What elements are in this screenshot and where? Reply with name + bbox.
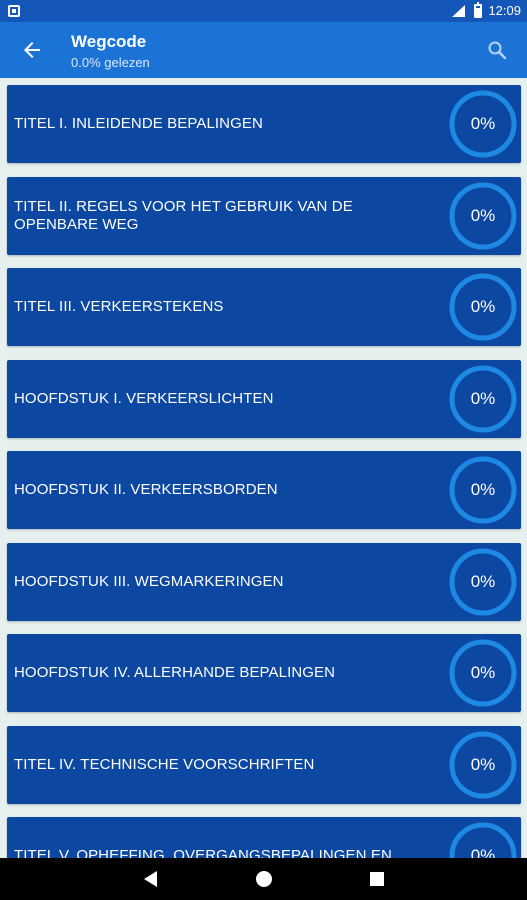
progress-percentage: 0%	[470, 571, 496, 591]
nav-back-icon[interactable]	[144, 871, 157, 887]
progress-ring: 0%	[448, 821, 518, 858]
chapter-item[interactable]: TITEL IV. TECHNISCHE VOORSCHRIFTEN 0%	[7, 725, 521, 804]
chapter-list: TITEL I. INLEIDENDE BEPALINGEN 0% TITEL II…	[0, 78, 527, 858]
progress-ring: 0%	[448, 364, 518, 434]
chapter-title: HOOFDSTUK II. VERKEERSBORDEN	[14, 481, 278, 498]
progress-percentage: 0%	[470, 205, 496, 225]
signal-icon	[452, 5, 465, 17]
chapter-item[interactable]: TITEL V. OPHEFFING, OVERGANGSBEPALINGEN …	[7, 817, 521, 858]
progress-percentage: 0%	[470, 754, 496, 774]
status-bar: 12:09	[0, 0, 527, 22]
chapter-title: TITEL II. REGELS VOOR HET GEBRUIK VAN DE…	[14, 197, 353, 233]
chapter-title: HOOFDSTUK III. WEGMARKERINGEN	[14, 572, 284, 590]
search-button[interactable]	[481, 34, 513, 66]
chapter-item[interactable]: HOOFDSTUK I. VERKEERSLICHTEN 0%	[7, 359, 521, 438]
page-title: Wegcode	[71, 32, 147, 51]
progress-ring: 0%	[448, 89, 518, 159]
chapter-title: TITEL I. INLEIDENDE BEPALINGEN	[14, 115, 263, 132]
chapter-item[interactable]: TITEL I. INLEIDENDE BEPALINGEN 0%	[7, 85, 521, 163]
notification-icon	[8, 5, 20, 17]
search-icon	[488, 41, 507, 60]
chapter-title: HOOFDSTUK I. VERKEERSLICHTEN	[14, 389, 274, 407]
progress-ring: 0%	[448, 730, 518, 800]
page-subtitle: 0.0% gelezen	[71, 55, 150, 70]
battery-icon	[474, 2, 482, 18]
progress-ring: 0%	[448, 272, 518, 342]
chapter-title: TITEL III. VERKEERSTEKENS	[14, 298, 224, 315]
chapter-item[interactable]: HOOFDSTUK IV. ALLERHANDE BEPALINGEN 0%	[7, 634, 521, 712]
nav-recents-icon[interactable]	[370, 872, 384, 886]
chapter-title: HOOFDSTUK IV. ALLERHANDE BEPALINGEN	[14, 664, 336, 681]
navigation-bar	[0, 858, 527, 900]
nav-home-icon[interactable]	[256, 871, 272, 887]
progress-ring: 0%	[448, 638, 518, 708]
app-bar: Wegcode 0.0% gelezen	[0, 22, 527, 78]
progress-percentage: 0%	[470, 846, 496, 858]
progress-ring: 0%	[448, 181, 518, 251]
progress-percentage: 0%	[470, 297, 496, 316]
progress-percentage: 0%	[470, 480, 496, 499]
chapter-title: TITEL IV. TECHNISCHE VOORSCHRIFTEN	[14, 755, 315, 773]
chapter-title: TITEL V. OPHEFFING, OVERGANGSBEPALINGEN …	[14, 847, 392, 858]
chapter-item[interactable]: HOOFDSTUK III. WEGMARKERINGEN 0%	[7, 542, 521, 621]
arrow-back-icon	[24, 42, 40, 58]
chapter-item[interactable]: TITEL II. REGELS VOOR HET GEBRUIK VAN DE…	[7, 176, 521, 255]
chapter-item[interactable]: HOOFDSTUK II. VERKEERSBORDEN 0%	[7, 451, 521, 529]
status-time: 12:09	[488, 3, 521, 18]
back-button[interactable]	[14, 32, 50, 68]
progress-percentage: 0%	[470, 114, 496, 133]
progress-percentage: 0%	[470, 388, 496, 408]
progress-percentage: 0%	[470, 663, 496, 682]
chapter-item[interactable]: TITEL III. VERKEERSTEKENS 0%	[7, 268, 521, 346]
progress-ring: 0%	[448, 455, 518, 525]
progress-ring: 0%	[448, 547, 518, 617]
